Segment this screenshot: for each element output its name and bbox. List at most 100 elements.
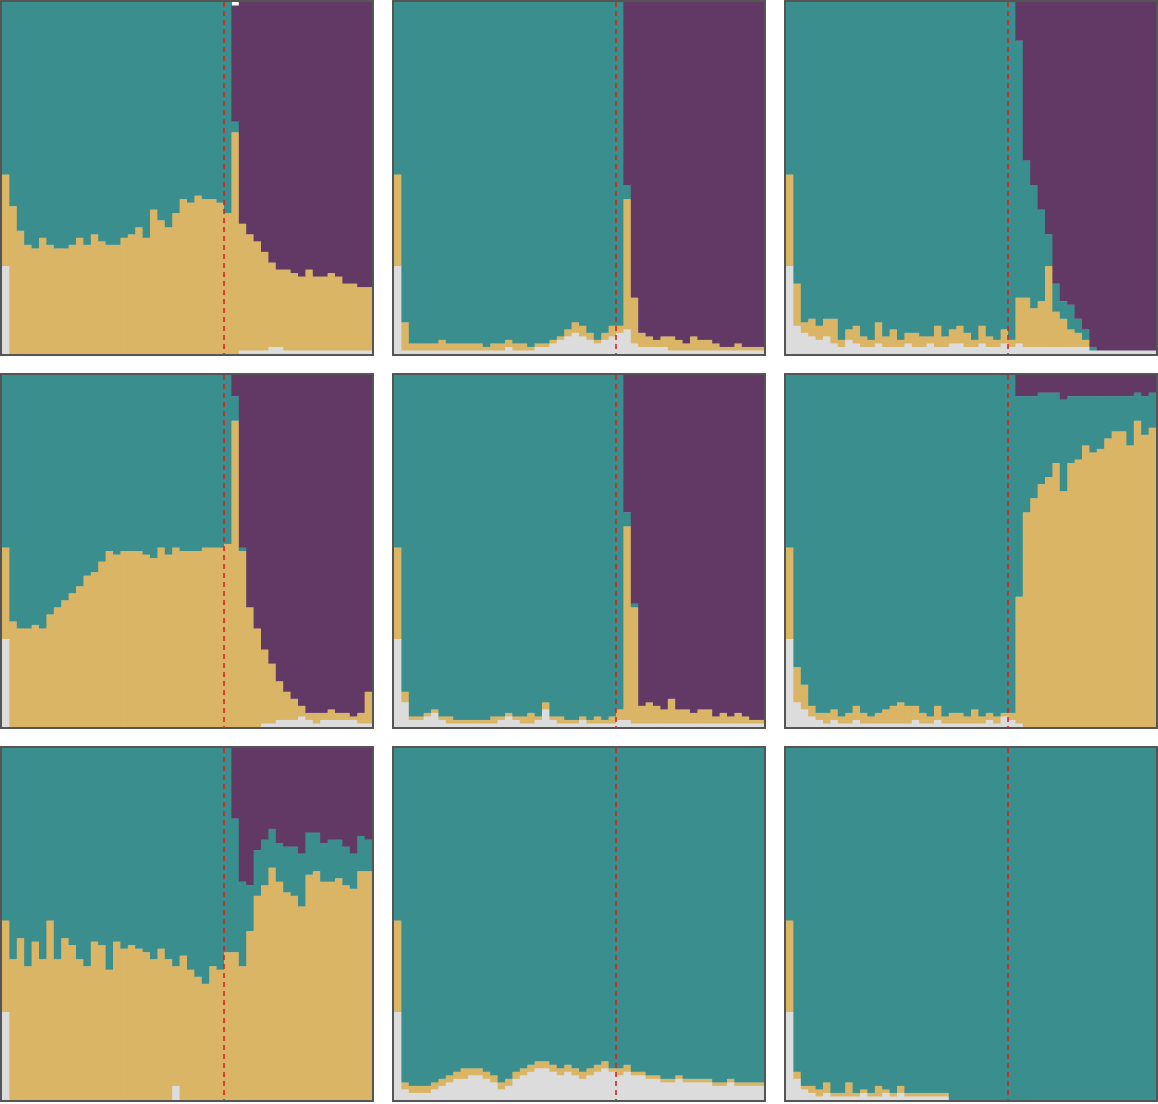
bar-segment-teal xyxy=(919,2,928,337)
bar-segment-teal xyxy=(194,375,203,551)
bar-segment-gold xyxy=(2,920,10,1012)
bar-segment-gold xyxy=(127,234,136,354)
bar-segment-gold xyxy=(401,1082,410,1090)
bar-segment-gold xyxy=(786,174,794,266)
chart-panel-2 xyxy=(392,0,766,356)
bar-segment-teal xyxy=(312,832,321,872)
stacked-bar-chart-4 xyxy=(0,373,374,729)
bar-segment-gold xyxy=(231,420,240,727)
bar-segment-gray xyxy=(586,723,595,727)
bar-segment-teal xyxy=(9,375,18,622)
bar-segment-teal xyxy=(438,2,447,340)
bar-segment-gray xyxy=(305,719,314,727)
bar-segment-gold xyxy=(889,329,898,347)
bar-segment-gold xyxy=(423,343,432,351)
bar-segment-gold xyxy=(364,691,373,724)
bar-segment-gold xyxy=(712,343,721,351)
bar-segment-teal xyxy=(445,375,454,717)
bar-segment-teal xyxy=(926,2,935,337)
bar-segment-gold xyxy=(719,1082,728,1086)
bar-segment-gray xyxy=(623,719,632,727)
bar-segment-purple xyxy=(1082,375,1090,397)
bar-segment-gold xyxy=(312,712,321,724)
bar-segment-teal xyxy=(475,2,484,344)
bar-segment-teal xyxy=(534,2,543,344)
bar-segment-gray xyxy=(948,723,957,727)
bar-segment-purple xyxy=(675,375,684,710)
bar-segment-teal xyxy=(187,748,195,970)
bar-segment-gold xyxy=(512,1071,521,1079)
bar-segment-teal xyxy=(1133,392,1142,421)
bar-segment-teal xyxy=(76,375,84,587)
bar-segment-gold xyxy=(46,244,55,354)
bar-segment-teal xyxy=(860,2,868,337)
bar-segment-teal xyxy=(549,2,558,340)
bar-segment-gray xyxy=(431,350,439,354)
bar-segment-teal xyxy=(216,375,225,548)
bar-segment-teal xyxy=(179,2,188,200)
bar-segment-gray xyxy=(934,346,942,354)
bar-segment-teal xyxy=(61,2,70,249)
bar-segment-gold xyxy=(468,1068,476,1076)
bar-segment-teal xyxy=(423,375,432,713)
bar-segment-teal xyxy=(90,2,99,235)
bar-segment-purple xyxy=(690,375,698,713)
bar-segment-teal xyxy=(1082,748,1090,1100)
bar-segment-teal xyxy=(963,375,972,717)
bar-segment-teal xyxy=(874,2,883,323)
bar-segment-gray xyxy=(904,343,913,354)
bar-segment-gold xyxy=(453,719,462,724)
bar-segment-gray xyxy=(601,723,610,727)
bar-segment-gold xyxy=(734,712,743,724)
bar-segment-gold xyxy=(68,945,77,1100)
bar-segment-gray xyxy=(675,1078,684,1100)
bar-segment-purple xyxy=(1104,375,1113,397)
bar-segment-gray xyxy=(697,1082,706,1100)
bar-segment-gold xyxy=(253,628,262,727)
bar-segment-teal xyxy=(127,375,136,551)
bar-segment-teal xyxy=(24,2,33,245)
bar-segment-purple xyxy=(253,748,262,851)
bar-segment-gray xyxy=(978,343,987,354)
bar-segment-gray xyxy=(586,1075,595,1100)
stacked-bar-chart-7 xyxy=(0,746,374,1102)
bar-segment-gold xyxy=(431,709,439,713)
bar-segment-gold xyxy=(786,920,794,1012)
bar-segment-teal xyxy=(616,748,624,1069)
bar-segment-teal xyxy=(194,748,203,977)
bar-segment-gold xyxy=(475,343,484,351)
bar-segment-gold xyxy=(948,712,957,724)
bar-segment-gray xyxy=(630,723,639,727)
bar-segment-gray xyxy=(312,350,321,354)
bar-segment-purple xyxy=(327,748,336,840)
bar-segment-teal xyxy=(808,748,817,1086)
bar-segment-gold xyxy=(911,1092,920,1097)
bar-segment-gray xyxy=(690,723,698,727)
bar-segment-gold xyxy=(571,1068,580,1076)
bar-segment-gold xyxy=(608,325,617,337)
bar-segment-teal xyxy=(187,2,195,203)
bar-segment-gold xyxy=(416,343,425,351)
bar-segment-teal xyxy=(630,748,639,1072)
bar-segment-gold xyxy=(31,941,40,1100)
bar-segment-teal xyxy=(549,375,558,717)
bar-segment-gold xyxy=(224,213,232,354)
bar-segment-purple xyxy=(1089,375,1098,397)
bar-segment-purple xyxy=(1089,2,1098,347)
bar-segment-gray xyxy=(897,1092,905,1100)
bar-segment-gold xyxy=(534,716,543,720)
bar-segment-teal xyxy=(460,2,469,344)
bar-segment-gold xyxy=(874,712,883,724)
bar-segment-gray xyxy=(667,1082,676,1100)
bar-segment-gold xyxy=(1133,420,1142,727)
bar-segment-gray xyxy=(941,723,950,727)
bar-segment-gray xyxy=(963,723,972,727)
bar-segment-teal xyxy=(579,375,587,717)
bar-segment-teal xyxy=(482,2,491,347)
bar-segment-gold xyxy=(556,1068,565,1076)
bar-segment-gray xyxy=(401,1089,410,1100)
bar-segment-gold xyxy=(645,1075,654,1079)
bar-segment-teal xyxy=(224,2,232,214)
bar-segment-gray xyxy=(1045,346,1053,354)
bar-segment-gray xyxy=(527,1071,536,1100)
